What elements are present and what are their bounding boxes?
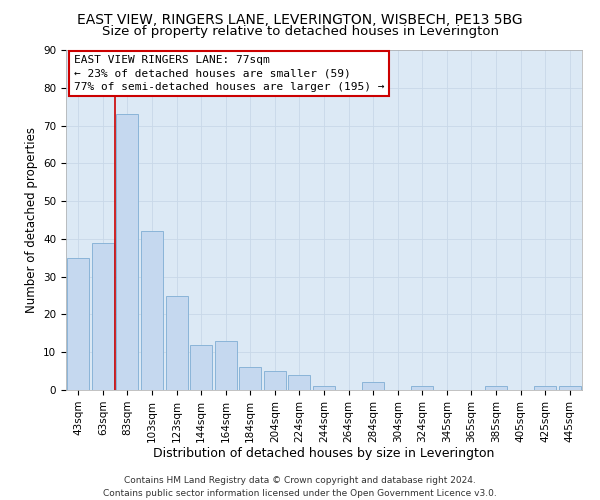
Bar [92,242,114,390]
Bar [411,386,433,390]
Bar [362,382,384,390]
Bar [485,386,507,390]
Bar [264,371,286,390]
Y-axis label: Number of detached properties: Number of detached properties [25,127,38,313]
Text: Size of property relative to detached houses in Leverington: Size of property relative to detached ho… [101,25,499,38]
Text: EAST VIEW RINGERS LANE: 77sqm
← 23% of detached houses are smaller (59)
77% of s: EAST VIEW RINGERS LANE: 77sqm ← 23% of d… [74,55,384,92]
Text: Contains HM Land Registry data © Crown copyright and database right 2024.
Contai: Contains HM Land Registry data © Crown c… [103,476,497,498]
Bar [239,368,262,390]
Bar [67,258,89,390]
Bar [190,344,212,390]
Bar [313,386,335,390]
Text: EAST VIEW, RINGERS LANE, LEVERINGTON, WISBECH, PE13 5BG: EAST VIEW, RINGERS LANE, LEVERINGTON, WI… [77,12,523,26]
Bar [166,296,188,390]
Bar [141,232,163,390]
Bar [116,114,139,390]
Bar [289,375,310,390]
X-axis label: Distribution of detached houses by size in Leverington: Distribution of detached houses by size … [154,448,494,460]
Bar [215,341,237,390]
Bar [559,386,581,390]
Bar [534,386,556,390]
